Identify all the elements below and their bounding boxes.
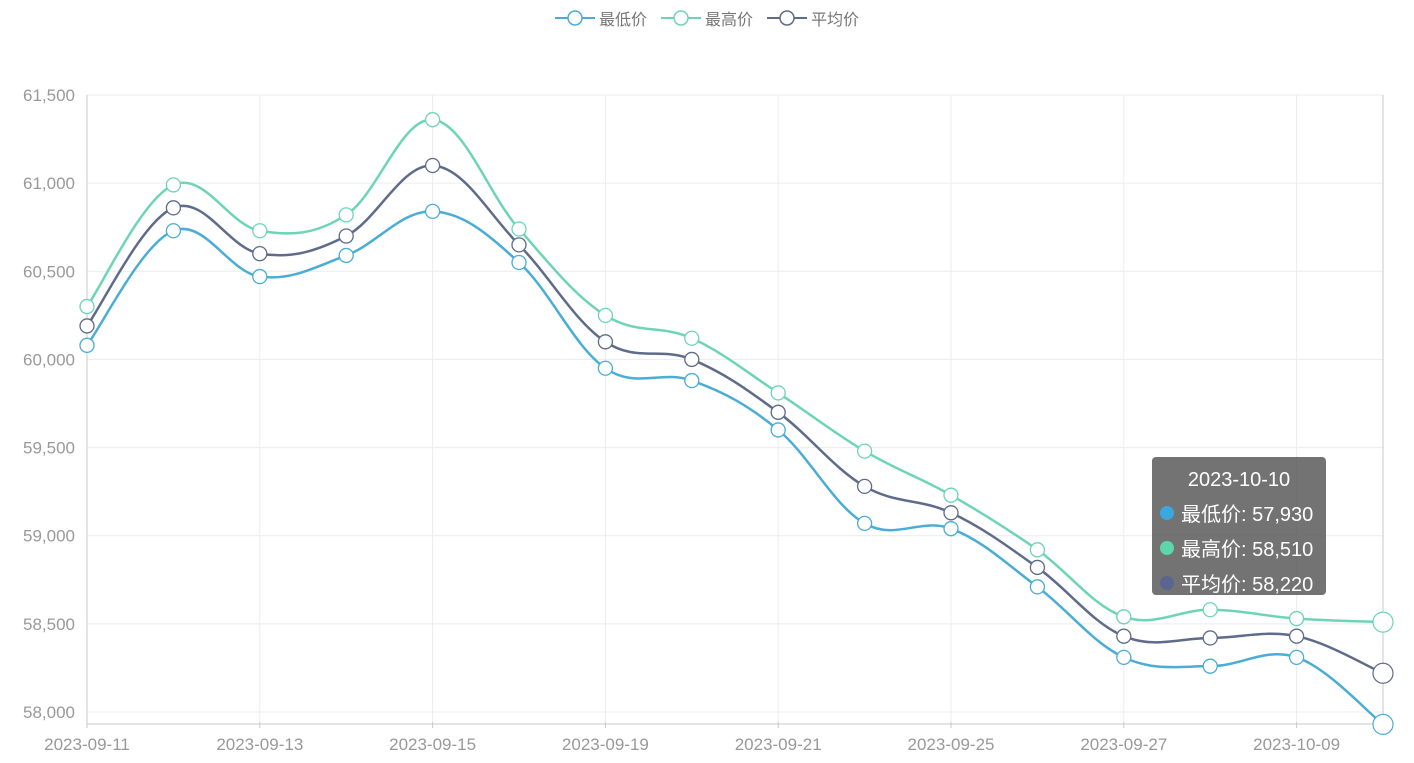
legend-label-low: 最低价: [598, 12, 647, 29]
data-point: [943, 487, 959, 503]
tooltip-dot-high: [1160, 540, 1174, 555]
data-point: [1029, 559, 1046, 576]
y-tick-label: 59,000: [23, 527, 75, 546]
legend-item-high[interactable]: 最高价: [660, 6, 753, 30]
series-line: [85, 164, 1384, 675]
y-tick-label: 61,500: [23, 86, 75, 105]
tooltip-row-high: 最高价: 58,510: [1160, 533, 1326, 562]
data-point: [770, 404, 786, 420]
y-tick-label: 58,000: [23, 703, 75, 722]
x-tick-label: 2023-09-27: [1080, 735, 1167, 754]
data-point: [338, 207, 354, 223]
data-point: [424, 112, 441, 128]
data-point: [338, 228, 354, 244]
x-tick-label: 2023-09-19: [562, 735, 649, 754]
data-point: [597, 334, 614, 350]
data-point: [424, 203, 441, 219]
data-point: [1029, 542, 1046, 558]
data-point: [856, 478, 873, 495]
data-point: [79, 318, 95, 334]
data-point: [856, 443, 873, 459]
tooltip-row-low: 最低价: 57,930: [1160, 498, 1326, 527]
data-point: [1116, 628, 1132, 644]
data-point: [1116, 609, 1132, 625]
data-point: [511, 237, 527, 253]
data-point: [1202, 602, 1218, 618]
tooltip-row-avg: 平均价: 58,220: [1160, 568, 1326, 597]
data-point: [1029, 579, 1046, 595]
data-point: [165, 223, 182, 239]
y-tick-label: 61,000: [23, 174, 75, 193]
y-tick-label: 58,500: [23, 615, 75, 634]
data-point: [1202, 658, 1218, 674]
legend-circle-icon: [554, 10, 595, 26]
legend-circle-icon: [660, 10, 701, 26]
legend-circle-icon: [767, 10, 807, 26]
x-tick-label: 2023-09-11: [44, 735, 130, 754]
legend-item-avg[interactable]: 平均价: [767, 6, 859, 30]
data-point: [1288, 649, 1305, 666]
data-point: [1202, 630, 1218, 646]
legend-item-low[interactable]: 最低价: [554, 6, 647, 30]
data-point: [1372, 611, 1394, 633]
tooltip-title: 2023-10-10: [1187, 469, 1291, 491]
data-point: [165, 200, 182, 216]
y-tick-label: 60,500: [23, 262, 75, 281]
x-tick-label: 2023-09-13: [216, 735, 303, 754]
data-point: [1288, 628, 1305, 644]
data-point: [770, 385, 786, 401]
data-point: [770, 422, 786, 438]
data-point: [943, 505, 959, 521]
series-line: [86, 210, 1384, 726]
data-point: [165, 177, 182, 193]
x-tick-label: 2023-09-21: [735, 735, 822, 754]
data-point: [424, 157, 441, 174]
data-point: [338, 247, 354, 264]
x-tick-label: 2023-10-09: [1253, 735, 1340, 754]
tooltip-dot-low: [1160, 505, 1174, 520]
x-tick-label: 2023-09-15: [389, 735, 476, 754]
data-point: [252, 223, 268, 239]
data-point: [79, 337, 95, 353]
x-tick-label: 2023-09-25: [908, 735, 995, 754]
legend-label-avg: 平均价: [811, 12, 860, 29]
data-point: [1372, 662, 1394, 684]
data-point: [1372, 713, 1394, 735]
tooltip-text-avg: 平均价: 58,220: [1181, 574, 1314, 596]
y-tick-label: 59,500: [23, 439, 75, 458]
data-point: [597, 307, 614, 324]
data-point: [856, 515, 873, 532]
data-point: [252, 268, 268, 285]
data-point: [943, 521, 959, 537]
data-point: [511, 221, 527, 237]
chart-legend: 最低价 最高价 平均价: [0, 6, 1414, 30]
data-point: [252, 246, 268, 262]
y-tick-label: 60,000: [23, 350, 75, 369]
legend-label-high: 最高价: [704, 12, 753, 29]
tooltip-dot-avg: [1160, 575, 1174, 590]
data-point: [1116, 649, 1132, 666]
data-point: [511, 254, 527, 271]
data-point: [1288, 610, 1305, 627]
data-point: [684, 372, 700, 389]
tooltip-text-low: 最低价: 57,930: [1181, 504, 1314, 526]
tooltip-text-high: 最高价: 58,510: [1181, 539, 1314, 561]
data-point: [79, 298, 95, 315]
data-point: [597, 360, 614, 376]
chart-tooltip: 2023-10-10 最低价: 57,930 最高价: 58,510 平均价: …: [1152, 457, 1326, 597]
data-point: [684, 351, 700, 368]
data-point: [684, 330, 700, 346]
